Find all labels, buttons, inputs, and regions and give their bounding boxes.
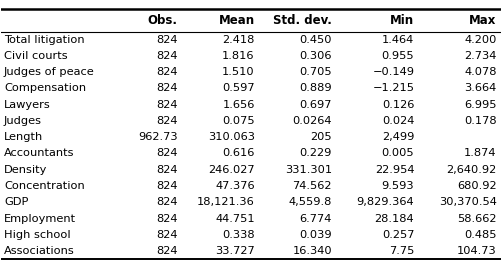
Text: 824: 824 [156, 148, 177, 158]
Text: 6.774: 6.774 [299, 214, 331, 223]
Text: 824: 824 [156, 165, 177, 175]
Text: 0.126: 0.126 [381, 100, 413, 110]
Text: 0.597: 0.597 [221, 83, 254, 94]
Text: 0.005: 0.005 [381, 148, 413, 158]
Text: 824: 824 [156, 246, 177, 256]
Text: 2.418: 2.418 [222, 35, 254, 45]
Text: 0.229: 0.229 [299, 148, 331, 158]
Text: Mean: Mean [218, 14, 254, 27]
Text: 9.593: 9.593 [381, 181, 413, 191]
Text: Obs.: Obs. [147, 14, 177, 27]
Text: 2,499: 2,499 [381, 132, 413, 142]
Text: 1.874: 1.874 [463, 148, 495, 158]
Text: Max: Max [468, 14, 495, 27]
Text: 0.450: 0.450 [299, 35, 331, 45]
Text: 0.697: 0.697 [299, 100, 331, 110]
Text: 824: 824 [156, 230, 177, 240]
Text: 824: 824 [156, 214, 177, 223]
Text: 1.816: 1.816 [222, 51, 254, 61]
Text: Accountants: Accountants [4, 148, 74, 158]
Text: 0.024: 0.024 [381, 116, 413, 126]
Text: Civil courts: Civil courts [4, 51, 67, 61]
Text: 0.306: 0.306 [299, 51, 331, 61]
Text: Compensation: Compensation [4, 83, 86, 94]
Text: Lawyers: Lawyers [4, 100, 51, 110]
Text: 824: 824 [156, 197, 177, 207]
Text: 310.063: 310.063 [207, 132, 254, 142]
Text: 2.734: 2.734 [463, 51, 495, 61]
Text: 3.664: 3.664 [463, 83, 495, 94]
Text: 0.178: 0.178 [463, 116, 495, 126]
Text: 0.039: 0.039 [299, 230, 331, 240]
Text: 824: 824 [156, 51, 177, 61]
Text: 824: 824 [156, 83, 177, 94]
Text: 246.027: 246.027 [208, 165, 254, 175]
Text: 7.75: 7.75 [388, 246, 413, 256]
Text: High school: High school [4, 230, 70, 240]
Text: 22.954: 22.954 [374, 165, 413, 175]
Text: 4.078: 4.078 [463, 67, 495, 77]
Text: Employment: Employment [4, 214, 76, 223]
Text: 18,121.36: 18,121.36 [196, 197, 254, 207]
Text: 16.340: 16.340 [292, 246, 331, 256]
Text: 0.485: 0.485 [463, 230, 495, 240]
Text: Concentration: Concentration [4, 181, 85, 191]
Text: 104.73: 104.73 [456, 246, 495, 256]
Text: 9,829.364: 9,829.364 [356, 197, 413, 207]
Text: −0.149: −0.149 [372, 67, 413, 77]
Text: 1.510: 1.510 [221, 67, 254, 77]
Text: 58.662: 58.662 [456, 214, 495, 223]
Text: 0.705: 0.705 [299, 67, 331, 77]
Text: Density: Density [4, 165, 47, 175]
Text: 6.995: 6.995 [463, 100, 495, 110]
Text: 44.751: 44.751 [214, 214, 254, 223]
Text: 0.338: 0.338 [221, 230, 254, 240]
Text: 0.889: 0.889 [299, 83, 331, 94]
Text: 28.184: 28.184 [374, 214, 413, 223]
Text: Judges: Judges [4, 116, 42, 126]
Text: Judges of peace: Judges of peace [4, 67, 95, 77]
Text: 1.464: 1.464 [381, 35, 413, 45]
Text: 33.727: 33.727 [214, 246, 254, 256]
Text: 0.257: 0.257 [381, 230, 413, 240]
Text: 1.656: 1.656 [222, 100, 254, 110]
Text: Std. dev.: Std. dev. [273, 14, 331, 27]
Text: Min: Min [389, 14, 413, 27]
Text: 4,559.8: 4,559.8 [288, 197, 331, 207]
Text: 680.92: 680.92 [456, 181, 495, 191]
Text: Total litigation: Total litigation [4, 35, 84, 45]
Text: 0.955: 0.955 [381, 51, 413, 61]
Text: 205: 205 [310, 132, 331, 142]
Text: 74.562: 74.562 [292, 181, 331, 191]
Text: 824: 824 [156, 35, 177, 45]
Text: −1.215: −1.215 [372, 83, 413, 94]
Text: 4.200: 4.200 [463, 35, 495, 45]
Text: 2,640.92: 2,640.92 [445, 165, 495, 175]
Text: 0.0264: 0.0264 [292, 116, 331, 126]
Text: 0.075: 0.075 [221, 116, 254, 126]
Text: Associations: Associations [4, 246, 75, 256]
Text: 824: 824 [156, 67, 177, 77]
Text: 824: 824 [156, 116, 177, 126]
Text: 331.301: 331.301 [284, 165, 331, 175]
Text: 824: 824 [156, 100, 177, 110]
Text: 30,370.54: 30,370.54 [438, 197, 495, 207]
Text: 962.73: 962.73 [138, 132, 177, 142]
Text: 47.376: 47.376 [214, 181, 254, 191]
Text: GDP: GDP [4, 197, 28, 207]
Text: 0.616: 0.616 [222, 148, 254, 158]
Text: Length: Length [4, 132, 43, 142]
Text: 824: 824 [156, 181, 177, 191]
